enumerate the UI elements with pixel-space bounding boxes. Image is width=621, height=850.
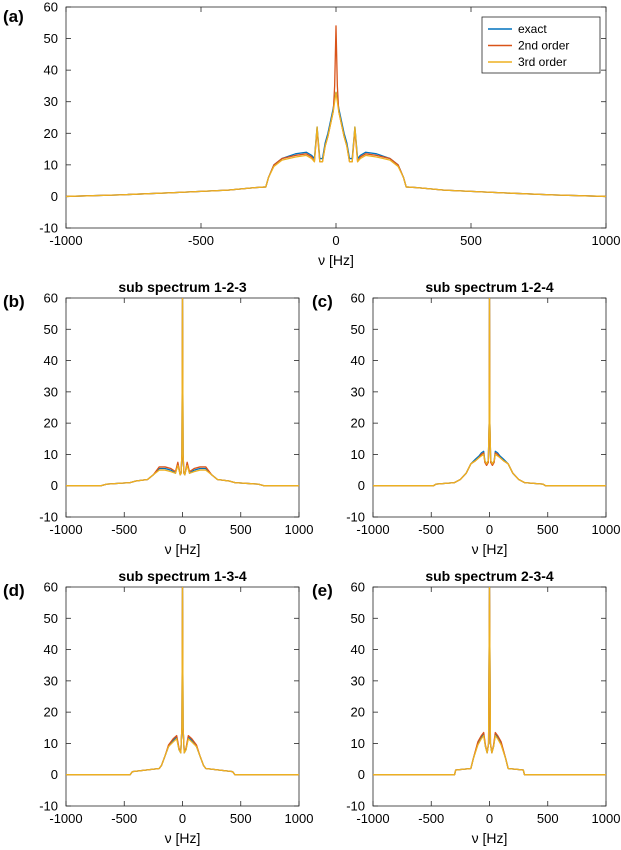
y-tick-label: 40 [44, 642, 58, 657]
x-tick-label: 500 [537, 522, 559, 537]
y-tick-label: 0 [358, 767, 365, 782]
chart-panel-5: -10 0 10 20 30 40 50 60 -1000 -500 0 500 1000 ν [Hz] s… [312, 568, 620, 846]
y-tick-label: 50 [44, 611, 58, 626]
panel-title: sub spectrum 1-2-4 [425, 279, 554, 295]
y-tick-label: 0 [51, 478, 58, 493]
y-tick-label: 40 [351, 642, 365, 657]
x-tick-label: -500 [188, 233, 214, 248]
y-tick-label: 30 [44, 673, 58, 688]
chart-panel-2: -10 0 10 20 30 40 50 60 -1000 -500 0 500 1000 ν [Hz] s… [3, 279, 313, 557]
panel-label: (a) [3, 7, 24, 26]
y-tick-label: 0 [358, 478, 365, 493]
y-tick-label: 10 [44, 157, 58, 172]
y-tick-label: 50 [351, 322, 365, 337]
y-tick-label: 50 [44, 31, 58, 46]
x-axis-label: ν [Hz] [472, 541, 508, 557]
y-tick-label: 60 [44, 580, 58, 595]
legend: exact 2nd order 3rd order [481, 16, 601, 74]
x-tick-label: 500 [537, 811, 559, 826]
y-tick-label: 20 [351, 416, 365, 431]
legend-entry: 2nd order [518, 39, 569, 53]
y-tick-label: 40 [351, 353, 365, 368]
x-tick-label: -1000 [356, 811, 389, 826]
x-tick-label: 1000 [592, 233, 621, 248]
y-tick-label: 20 [44, 126, 58, 141]
series-line-3 [373, 298, 606, 487]
y-tick-label: 60 [44, 0, 58, 15]
x-tick-label: 0 [486, 522, 493, 537]
series-line-2 [66, 25, 606, 198]
x-tick-label: 0 [179, 522, 186, 537]
y-tick-label: 10 [44, 447, 58, 462]
panel-title: sub spectrum 1-3-4 [118, 568, 247, 584]
panel-label: (e) [312, 581, 333, 600]
chart-panel-3: -10 0 10 20 30 40 50 60 -1000 -500 0 500 1000 ν [Hz] s… [312, 279, 620, 557]
x-axis-label: ν [Hz] [318, 252, 354, 268]
panel-title: sub spectrum 2-3-4 [425, 568, 554, 584]
y-tick-label: -10 [346, 510, 365, 525]
chart-panel-4: -10 0 10 20 30 40 50 60 -1000 -500 0 500 1000 ν [Hz] s… [3, 568, 313, 846]
y-tick-label: 10 [44, 736, 58, 751]
x-tick-label: 1000 [592, 811, 621, 826]
series-line-3 [66, 298, 299, 487]
x-tick-label: -1000 [49, 233, 82, 248]
x-tick-label: 500 [460, 233, 482, 248]
x-axis-label: ν [Hz] [165, 541, 201, 557]
x-tick-label: 0 [486, 811, 493, 826]
y-tick-label: 40 [44, 63, 58, 78]
y-tick-label: 60 [351, 580, 365, 595]
x-tick-label: -500 [111, 522, 137, 537]
panel-label: (c) [312, 292, 333, 311]
panel-label: (b) [3, 292, 25, 311]
y-tick-label: 30 [351, 384, 365, 399]
x-axis-label: ν [Hz] [472, 830, 508, 846]
series-line-3 [66, 91, 606, 198]
x-tick-label: -500 [418, 811, 444, 826]
y-tick-label: 0 [51, 189, 58, 204]
x-axis-label: ν [Hz] [165, 830, 201, 846]
y-tick-label: -10 [39, 799, 58, 814]
panel-label: (d) [3, 581, 25, 600]
y-tick-label: 30 [44, 384, 58, 399]
y-tick-label: 40 [44, 353, 58, 368]
y-tick-label: 60 [351, 291, 365, 306]
y-tick-label: 10 [351, 447, 365, 462]
x-tick-label: -1000 [49, 811, 82, 826]
x-tick-label: 0 [179, 811, 186, 826]
x-tick-label: -500 [418, 522, 444, 537]
y-tick-label: 20 [351, 705, 365, 720]
y-tick-label: 50 [44, 322, 58, 337]
y-tick-label: -10 [346, 799, 365, 814]
y-tick-label: 20 [44, 705, 58, 720]
y-tick-label: 10 [351, 736, 365, 751]
x-tick-label: -1000 [49, 522, 82, 537]
y-tick-label: -10 [39, 510, 58, 525]
series-line-3 [66, 587, 299, 776]
panel-title: sub spectrum 1-2-3 [118, 279, 247, 295]
chart-panel-1: -10 0 10 20 30 40 50 60 -1000 -500 0 500 1000 ν [Hz] (… [3, 0, 620, 268]
x-tick-label: -1000 [356, 522, 389, 537]
y-tick-label: 30 [351, 673, 365, 688]
x-tick-label: 500 [230, 811, 252, 826]
x-tick-label: 1000 [285, 522, 314, 537]
y-tick-label: 20 [44, 416, 58, 431]
x-tick-label: 0 [332, 233, 339, 248]
y-tick-label: 0 [51, 767, 58, 782]
x-tick-label: 1000 [592, 522, 621, 537]
series-line-3 [373, 587, 606, 776]
y-tick-label: -10 [39, 221, 58, 236]
y-tick-label: 30 [44, 94, 58, 109]
legend-entry: exact [518, 22, 547, 36]
x-tick-label: 1000 [285, 811, 314, 826]
legend-entry: 3rd order [518, 55, 567, 69]
y-tick-label: 50 [351, 611, 365, 626]
x-tick-label: 500 [230, 522, 252, 537]
y-tick-label: 60 [44, 291, 58, 306]
x-tick-label: -500 [111, 811, 137, 826]
